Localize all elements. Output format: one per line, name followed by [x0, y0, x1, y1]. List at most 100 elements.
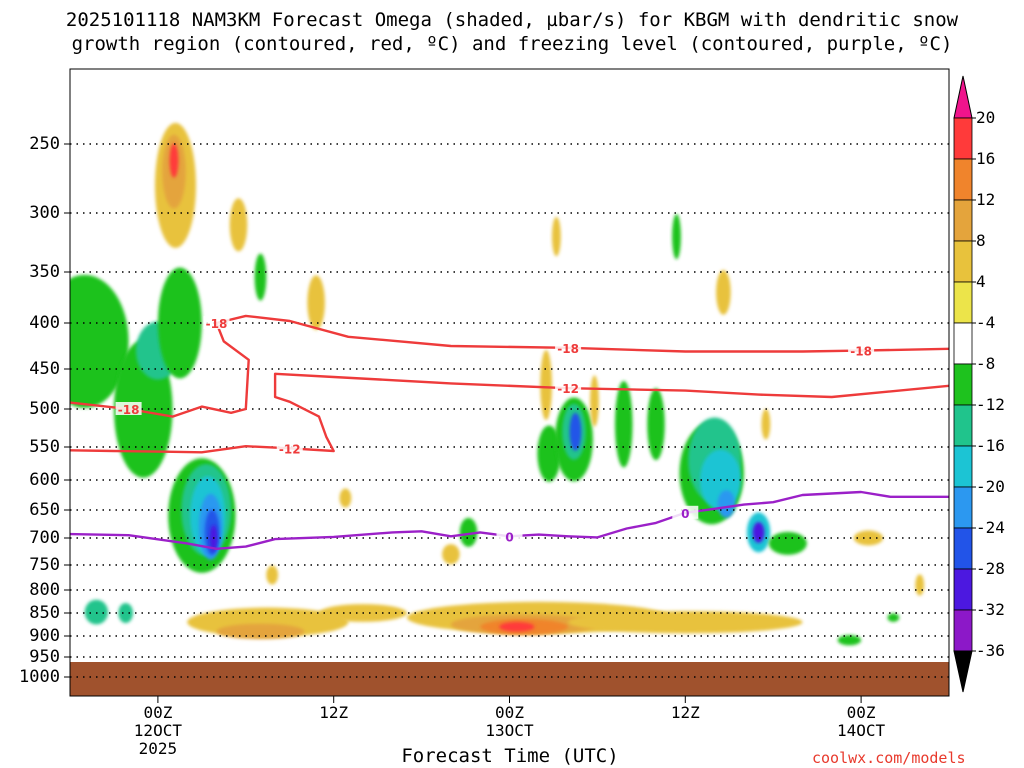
- colorbar-swatch-8: [953, 445, 973, 488]
- y-tick-label-850: 850: [29, 603, 60, 623]
- contour-label--18: -18: [118, 403, 140, 417]
- colorbar-swatch-0: [953, 117, 973, 160]
- x-tick-label-36-line1: 12Z: [670, 703, 700, 722]
- omega-cell-45: [442, 544, 460, 565]
- omega-cell-0: [84, 599, 109, 625]
- colorbar-swatch-9: [953, 486, 973, 529]
- ground-surface: [70, 662, 949, 696]
- contour-label-bg: [203, 316, 230, 329]
- colorbar-swatch-3: [953, 240, 973, 283]
- contour-label-bg: [848, 343, 875, 357]
- contour-label-bg: [496, 529, 523, 543]
- y-tick-label-900: 900: [29, 626, 60, 646]
- contour-label-bg: [555, 340, 582, 354]
- colorbar-swatch-1: [953, 158, 973, 201]
- omega-cell-1: [118, 602, 133, 624]
- omega-cell-47: [266, 565, 279, 585]
- omega-cell-28: [647, 388, 665, 461]
- omega-cell-51: [837, 635, 862, 646]
- omega-shading: [70, 122, 925, 646]
- x-tick-label-24-line1: 00Z: [495, 703, 524, 722]
- colorbar-label--36: -36: [976, 641, 1005, 660]
- contour-label-bg: [555, 381, 582, 395]
- omega-cell-5: [157, 267, 202, 379]
- x-tick-label-48-line2: 14OCT: [837, 721, 886, 740]
- omega-cell-32: [717, 490, 736, 518]
- omega-cell-43: [307, 275, 325, 330]
- colorbar-label--28: -28: [976, 559, 1005, 578]
- colorbar: [953, 75, 976, 693]
- colorbar-label-4: 4: [976, 272, 986, 291]
- colorbar-label-8: 8: [976, 231, 986, 250]
- colorbar-swatch-11: [953, 568, 973, 611]
- contour-line--18: [70, 314, 949, 418]
- colorbar-label--12: -12: [976, 395, 1005, 414]
- colorbar-label--4: -4: [976, 313, 996, 332]
- colorbar-swatch-4: [953, 281, 973, 324]
- contour-label--18: -18: [206, 317, 228, 331]
- x-tick-label-0-line1: 00Z: [143, 703, 173, 722]
- contour-label--18: -18: [850, 345, 872, 359]
- contour-label--12: -12: [279, 442, 301, 456]
- y-tick-label-650: 650: [29, 500, 60, 520]
- contour-line-0: [70, 490, 949, 550]
- y-tick-label-600: 600: [29, 470, 60, 490]
- omega-cell-26: [569, 412, 582, 451]
- omega-cell-41: [551, 216, 561, 257]
- y-tick-label-750: 750: [29, 555, 60, 575]
- omega-cell-44: [229, 198, 248, 252]
- x-axis-title: Forecast Time (UTC): [401, 745, 619, 767]
- y-tick-label-500: 500: [29, 399, 60, 419]
- y-tick-label-450: 450: [29, 359, 60, 379]
- y-tick-label-250: 250: [29, 134, 60, 154]
- omega-cell-14: [169, 143, 179, 178]
- colorbar-label--8: -8: [976, 354, 996, 373]
- y-tick-label-550: 550: [29, 437, 60, 457]
- colorbar-over-triangle: [953, 75, 973, 119]
- colorbar-label--20: -20: [976, 477, 1005, 496]
- colorbar-label--24: -24: [976, 518, 1005, 537]
- y-tick-label-300: 300: [29, 203, 60, 223]
- contour-label--18: -18: [557, 342, 579, 356]
- omega-cell-50: [761, 408, 771, 440]
- omega-cell-35: [768, 531, 807, 555]
- omega-cell-42: [716, 270, 731, 315]
- y-tick-label-800: 800: [29, 580, 60, 600]
- chart-title-line-2: growth region (contoured, red, ºC) and f…: [71, 33, 953, 55]
- plot-frame: [69, 68, 950, 697]
- colorbar-label--32: -32: [976, 600, 1005, 619]
- y-tick-label-1000: 1000: [19, 667, 60, 687]
- colorbar-label--16: -16: [976, 436, 1005, 455]
- omega-cell-2: [70, 274, 129, 408]
- y-tick-label-950: 950: [29, 647, 60, 667]
- axis-ticks: [64, 143, 862, 703]
- credit-link[interactable]: coolwx.com/models: [812, 749, 966, 767]
- colorbar-swatch-2: [953, 199, 973, 242]
- grid-lines: [70, 143, 949, 678]
- y-tick-label-400: 400: [29, 313, 60, 333]
- y-tick-label-700: 700: [29, 528, 60, 548]
- omega-cell-16: [216, 623, 305, 640]
- x-tick-label-0-line2: 12OCT: [133, 721, 182, 740]
- omega-cell-22: [568, 611, 803, 634]
- colorbar-under-triangle: [953, 650, 973, 693]
- x-tick-label-0-line3: 2025: [138, 739, 178, 758]
- colorbar-label-16: 16: [976, 149, 996, 168]
- omega-cell-52: [887, 613, 900, 622]
- colorbar-swatch-7: [953, 404, 973, 447]
- colorbar-swatch-10: [953, 527, 973, 570]
- contour-label-bg: [672, 505, 699, 519]
- colorbar-swatch-12: [953, 609, 973, 652]
- contour-label-bg: [115, 402, 142, 415]
- chart-title-line-1: 2025101118 NAM3KM Forecast Omega (shaded…: [65, 9, 959, 31]
- x-tick-label-48-line1: 00Z: [846, 703, 876, 722]
- omega-cell-39: [590, 375, 599, 427]
- colorbar-label-12: 12: [976, 190, 996, 209]
- contour-label-0: 0: [505, 530, 513, 544]
- omega-cell-49: [915, 574, 925, 596]
- omega-cell-48: [853, 530, 884, 546]
- x-tick-label-24-line2: 13OCT: [485, 721, 534, 740]
- contour-label--12: -12: [557, 382, 579, 396]
- colorbar-label-20: 20: [976, 108, 996, 127]
